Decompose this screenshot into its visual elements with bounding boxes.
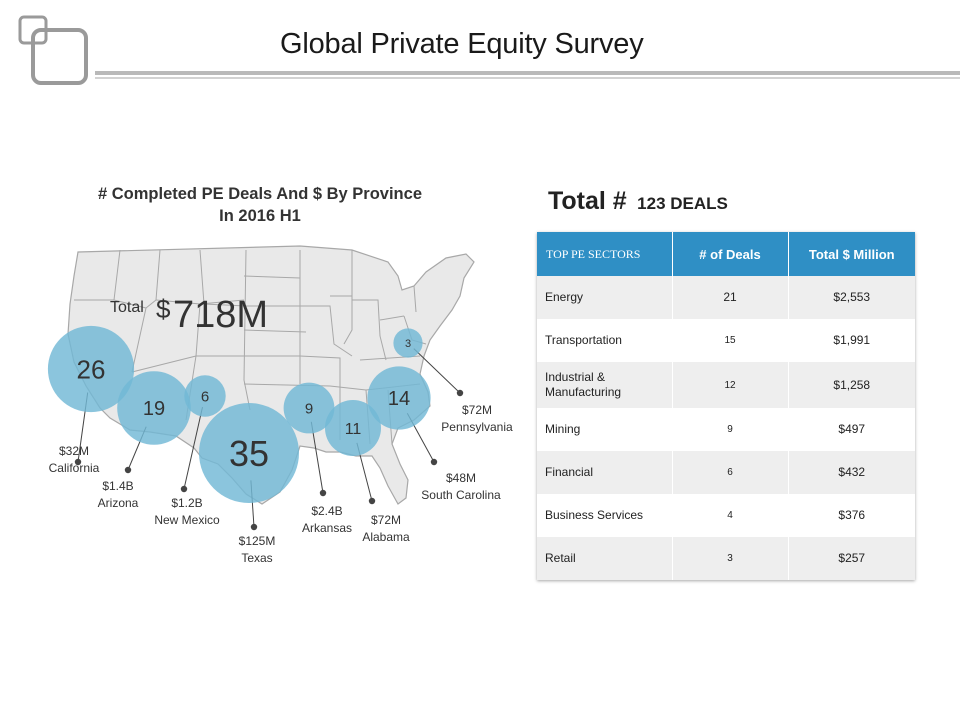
cell-deals: 6 bbox=[672, 451, 789, 494]
logo-icon bbox=[18, 15, 88, 85]
leader-dot-pennsylvania bbox=[456, 389, 464, 397]
total-deals: Total # 123 DEALS bbox=[548, 187, 728, 216]
cell-deals: 3 bbox=[672, 537, 789, 580]
bubble-value-pennsylvania: 3 bbox=[405, 338, 411, 350]
cell-total: $432 bbox=[788, 451, 915, 494]
state-label-arkansas: Arkansas bbox=[302, 521, 352, 535]
amount-label-arizona: $1.4B bbox=[102, 479, 133, 493]
table-row: Energy 21 $2,553 bbox=[537, 276, 915, 319]
amount-label-texas: $125M bbox=[239, 534, 276, 548]
chart-title-line-2: In 2016 H1 bbox=[219, 207, 301, 225]
leader-dot-texas bbox=[250, 523, 258, 531]
bubble-arkansas bbox=[283, 382, 335, 434]
cell-deals: 21 bbox=[672, 276, 789, 319]
state-label-new-mexico: New Mexico bbox=[154, 513, 220, 527]
bubble-arizona bbox=[117, 371, 191, 445]
leader-dot-california bbox=[74, 458, 82, 466]
leader-dot-arizona bbox=[124, 466, 132, 474]
table-row: Business Services 4 $376 bbox=[537, 494, 915, 537]
amount-label-pennsylvania: $72M bbox=[462, 403, 492, 417]
cell-deals: 12 bbox=[672, 362, 789, 408]
bubble-california bbox=[47, 325, 135, 413]
cell-deals: 4 bbox=[672, 494, 789, 537]
bubble-value-south-carolina: 14 bbox=[388, 388, 410, 410]
cell-total: $1,991 bbox=[788, 319, 915, 362]
amount-label-arkansas: $2.4B bbox=[311, 504, 342, 518]
leader-dot-new-mexico bbox=[180, 485, 188, 493]
state-label-california: California bbox=[49, 461, 100, 475]
header-deals: # of Deals bbox=[672, 232, 789, 276]
table-row: Retail 3 $257 bbox=[537, 537, 915, 580]
state-label-pennsylvania: Pennsylvania bbox=[441, 420, 513, 434]
bubble-texas bbox=[199, 403, 299, 503]
cell-sector: Business Services bbox=[537, 494, 673, 537]
amount-label-south-carolina: $48M bbox=[446, 471, 476, 485]
cell-sector: Financial bbox=[537, 451, 673, 494]
header-total: Total $ Million bbox=[788, 232, 915, 276]
leader-line-pennsylvania bbox=[413, 348, 461, 394]
leader-dot-south-carolina bbox=[430, 458, 438, 466]
total-currency: $ bbox=[156, 294, 171, 324]
bubble-value-texas: 35 bbox=[229, 433, 269, 474]
total-label: Total bbox=[110, 299, 144, 316]
total-value: 718M bbox=[173, 294, 268, 336]
cell-deals: 15 bbox=[672, 319, 789, 362]
table-row: Industrial & Manufacturing 12 $1,258 bbox=[537, 362, 915, 408]
bubble-value-arizona: 19 bbox=[143, 398, 165, 420]
total-deals-label: Total # bbox=[548, 187, 627, 215]
bubble-pennsylvania bbox=[393, 328, 423, 358]
header-sectors: TOP PE SECTORS bbox=[537, 232, 673, 276]
bubble-south-carolina bbox=[367, 366, 431, 430]
cell-sector: Industrial & Manufacturing bbox=[537, 362, 673, 408]
state-label-alabama: Alabama bbox=[362, 530, 410, 544]
state-label-south-carolina: South Carolina bbox=[421, 488, 501, 502]
cell-sector: Retail bbox=[537, 537, 673, 580]
bubble-map-chart: 26 19 6 35 9 11 14 3 $32M California$1.4B Arizona… bbox=[47, 245, 513, 565]
state-label-texas: Texas bbox=[241, 551, 272, 565]
bubble-value-arkansas: 9 bbox=[305, 400, 313, 417]
chart-title: # Completed PE Deals And $ By Province I… bbox=[40, 183, 480, 227]
title-divider bbox=[95, 71, 960, 79]
leader-line-new-mexico bbox=[183, 406, 203, 490]
cell-sector: Transportation bbox=[537, 319, 673, 362]
leader-dot-alabama bbox=[368, 497, 376, 505]
chart-title-line-1: # Completed PE Deals And $ By Province bbox=[98, 185, 422, 203]
bubble-new-mexico bbox=[184, 375, 226, 417]
total-deals-value: 123 DEALS bbox=[637, 194, 728, 213]
amount-label-alabama: $72M bbox=[371, 513, 401, 527]
table-row: Mining 9 $497 bbox=[537, 408, 915, 451]
cell-total: $2,553 bbox=[788, 276, 915, 319]
bubble-value-new-mexico: 6 bbox=[201, 388, 209, 405]
cell-sector: Mining bbox=[537, 408, 673, 451]
cell-total: $1,258 bbox=[788, 362, 915, 408]
sector-table: TOP PE SECTORS # of Deals Total $ Millio… bbox=[537, 232, 915, 580]
state-labels: $32M California$1.4B Arizona $1.2B New Mexic… bbox=[49, 403, 513, 565]
cell-total: $497 bbox=[788, 408, 915, 451]
cell-deals: 9 bbox=[672, 408, 789, 451]
table-header-row: TOP PE SECTORS # of Deals Total $ Millio… bbox=[537, 232, 915, 276]
amount-label-new-mexico: $1.2B bbox=[171, 496, 202, 510]
bubble-value-alabama: 11 bbox=[345, 421, 362, 438]
bubble-alabama bbox=[325, 400, 381, 456]
amount-label-california: $32M bbox=[59, 444, 89, 458]
table-row: Transportation 15 $1,991 bbox=[537, 319, 915, 362]
cell-sector: Energy bbox=[537, 276, 673, 319]
bubble-value-california: 26 bbox=[77, 354, 106, 384]
cell-total: $257 bbox=[788, 537, 915, 580]
bubbles: 26 19 6 35 9 11 14 3 bbox=[47, 325, 431, 503]
leader-line-arkansas bbox=[310, 421, 324, 494]
leader-dot-arkansas bbox=[319, 489, 327, 497]
cell-total: $376 bbox=[788, 494, 915, 537]
table-row: Financial 6 $432 bbox=[537, 451, 915, 494]
page-title: Global Private Equity Survey bbox=[280, 28, 644, 60]
state-label-arizona: Arizona bbox=[98, 496, 139, 510]
